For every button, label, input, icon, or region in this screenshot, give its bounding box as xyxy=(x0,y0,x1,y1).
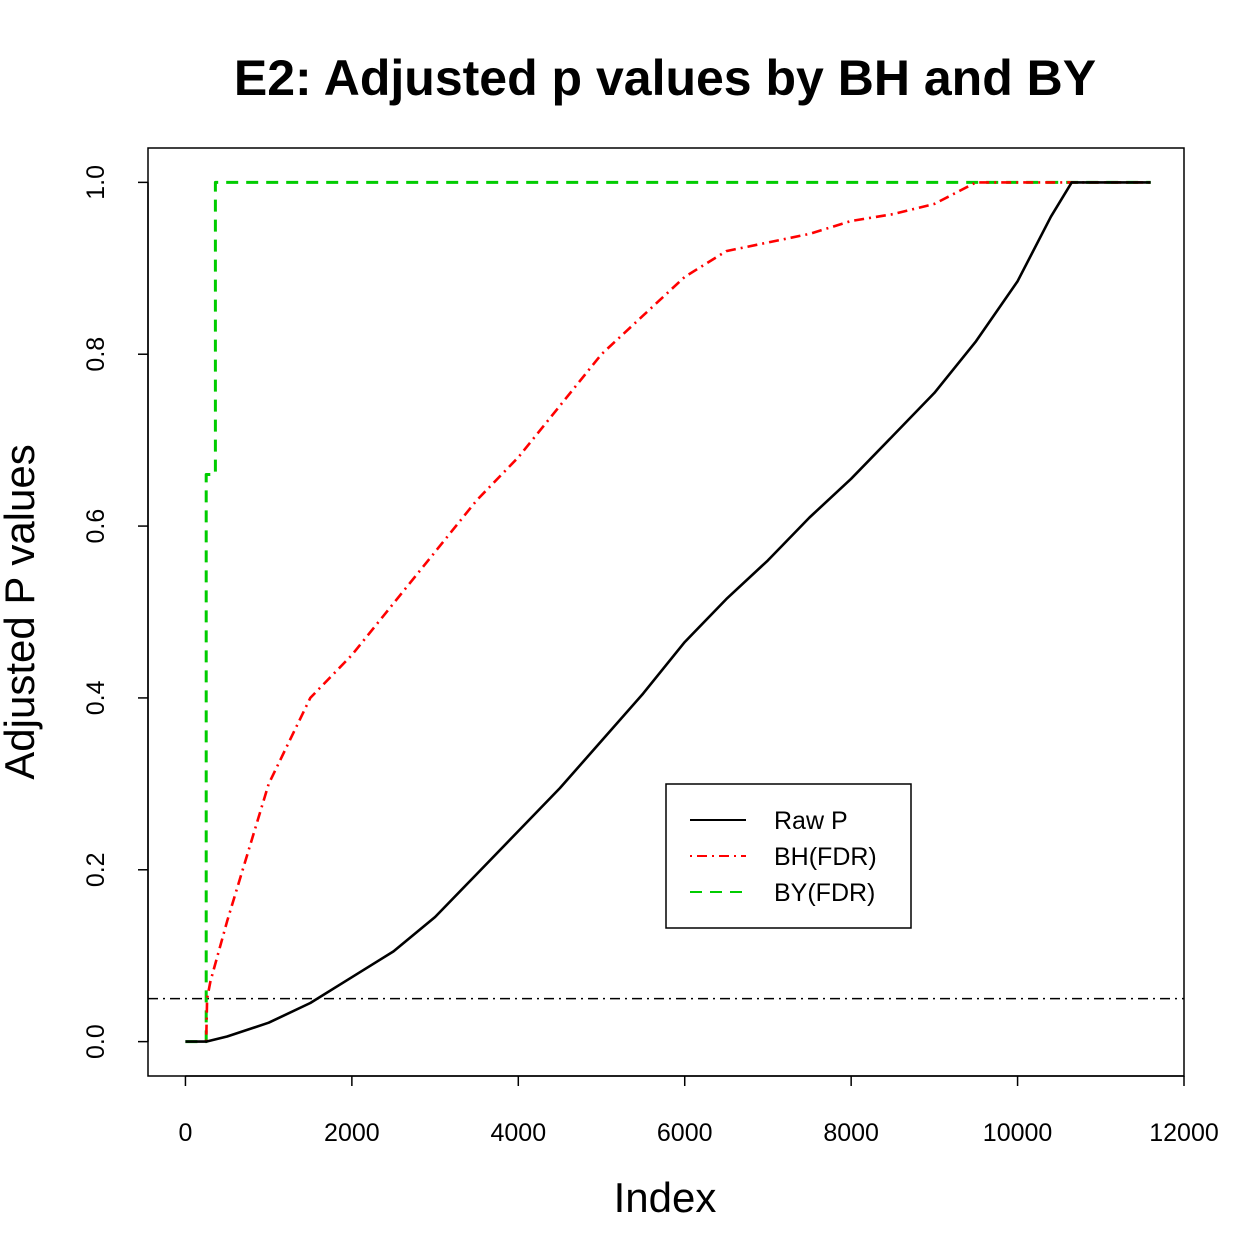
x-axis-title: Index xyxy=(614,1174,717,1221)
y-tick-label: 1.0 xyxy=(82,165,110,200)
legend-label-by: BY(FDR) xyxy=(774,879,875,907)
y-tick-label: 0.4 xyxy=(82,680,110,715)
x-tick-label: 0 xyxy=(178,1119,192,1147)
series-line-by-fdr xyxy=(185,180,1151,1044)
legend: Raw P BH(FDR) BY(FDR) xyxy=(665,783,912,929)
plot-layer xyxy=(148,180,1184,1044)
series-line-raw-p xyxy=(185,181,1151,1043)
x-tick-label: 6000 xyxy=(657,1119,713,1147)
y-tick-label: 0.0 xyxy=(82,1024,110,1059)
plot-frame xyxy=(147,147,1185,1077)
legend-label-raw-p: Raw P xyxy=(774,807,848,835)
x-tick-label: 12000 xyxy=(1149,1119,1219,1147)
x-tick-label: 10000 xyxy=(983,1119,1053,1147)
x-tick-label: 4000 xyxy=(490,1119,546,1147)
y-axis: 0.0 0.2 0.4 0.6 0.8 1.0 xyxy=(82,165,149,1059)
x-tick-label: 8000 xyxy=(823,1119,879,1147)
chart-title: E2: Adjusted p values by BH and BY xyxy=(234,50,1096,106)
y-axis-title: Adjusted P values xyxy=(0,444,43,779)
y-tick-label: 0.6 xyxy=(82,509,110,544)
y-tick-label: 0.8 xyxy=(82,337,110,372)
y-tick-label: 0.2 xyxy=(82,852,110,887)
x-axis: 0 2000 4000 6000 8000 10000 12000 xyxy=(178,1075,1219,1147)
x-tick-label: 2000 xyxy=(324,1119,380,1147)
legend-label-bh: BH(FDR) xyxy=(774,843,877,871)
